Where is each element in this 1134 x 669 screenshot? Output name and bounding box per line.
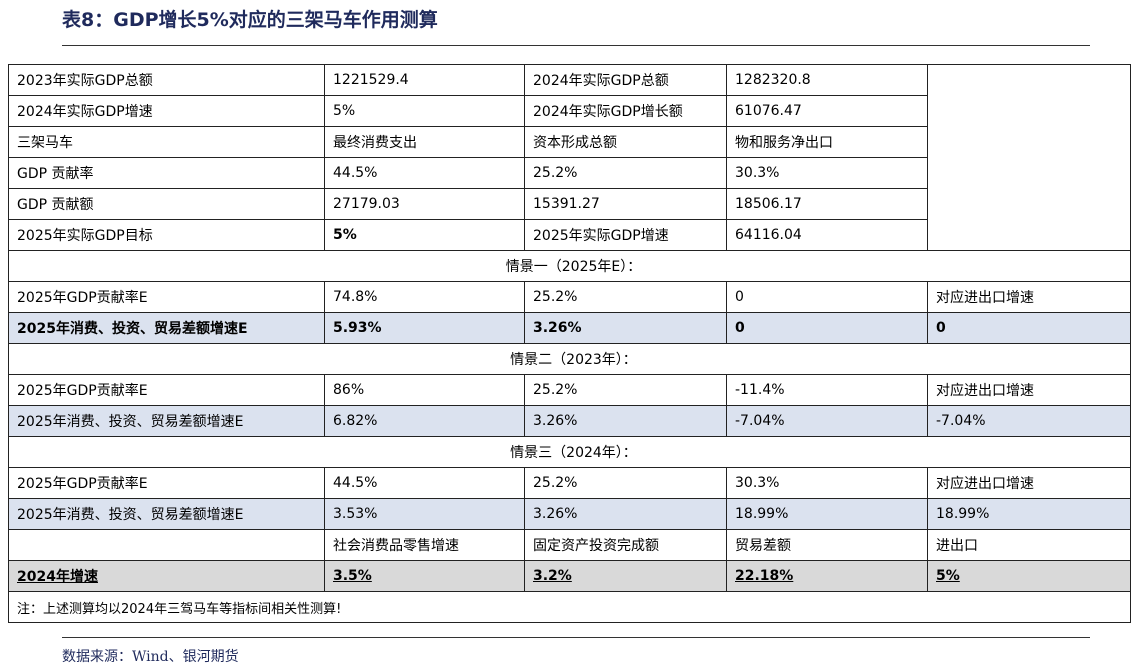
table-cell: 61076.47 xyxy=(726,95,928,127)
table-cell: 25.2% xyxy=(524,281,727,313)
table-cell: 2025年消费、投资、贸易差额增速E xyxy=(8,312,325,344)
table-cell: 2025年实际GDP目标 xyxy=(8,219,325,251)
table-cell: 25.2% xyxy=(524,374,727,406)
table-cell: 情景一（2025年E）： xyxy=(8,250,1131,282)
table-cell: 6.82% xyxy=(324,405,525,437)
table-cell: 情景二（2023年）： xyxy=(8,343,1131,375)
table-cell: 2025年实际GDP增速 xyxy=(524,219,727,251)
table-cell: 社会消费品零售增速 xyxy=(324,529,525,561)
table-cell: 贸易差额 xyxy=(726,529,928,561)
table-cell: GDP 贡献额 xyxy=(8,188,325,220)
table-row: 情景一（2025年E）： xyxy=(8,250,1131,282)
table-cell: 25.2% xyxy=(524,157,727,189)
table-row: 注：上述测算均以2024年三驾马车等指标间相关性测算! xyxy=(8,591,1131,623)
table-cell: -7.04% xyxy=(927,405,1131,437)
table-row: GDP 贡献额 27179.03 15391.27 18506.17 xyxy=(8,188,1131,220)
table-cell: 3.5% xyxy=(324,560,525,592)
table-cell: 注：上述测算均以2024年三驾马车等指标间相关性测算! xyxy=(8,591,1131,623)
table-cell: 3.26% xyxy=(524,498,727,530)
table-cell: 86% xyxy=(324,374,525,406)
table-row: 2025年消费、投资、贸易差额增速E 5.93% 3.26% 0 0 xyxy=(8,312,1131,344)
table-cell: -11.4% xyxy=(726,374,928,406)
table-cell: 3.2% xyxy=(524,560,727,592)
table-cell: 22.18% xyxy=(726,560,928,592)
table-row: 2025年GDP贡献率E 74.8% 25.2% 0 对应进出口增速 xyxy=(8,281,1131,313)
table-cell: 2024年实际GDP增速 xyxy=(8,95,325,127)
table-row: 情景二（2023年）： xyxy=(8,343,1131,375)
table-cell: 0 xyxy=(927,312,1131,344)
title-rule xyxy=(62,45,1090,46)
table-row: 2025年GDP贡献率E 44.5% 25.2% 30.3% 对应进出口增速 xyxy=(8,467,1131,499)
table-cell: 情景三（2024年）： xyxy=(8,436,1131,468)
table-cell: 44.5% xyxy=(324,467,525,499)
table-cell: 对应进出口增速 xyxy=(927,281,1131,313)
table-cell: 对应进出口增速 xyxy=(927,374,1131,406)
table-row: GDP 贡献率 44.5% 25.2% 30.3% xyxy=(8,157,1131,189)
table-cell: 18.99% xyxy=(726,498,928,530)
table-cell: 18.99% xyxy=(927,498,1131,530)
table-cell: 3.26% xyxy=(524,405,727,437)
table-cell: 2025年GDP贡献率E xyxy=(8,467,325,499)
table-row: 2023年实际GDP总额 1221529.4 2024年实际GDP总额 1282320… xyxy=(8,64,1131,251)
table-cell: 固定资产投资完成额 xyxy=(524,529,727,561)
table-cell: 18506.17 xyxy=(726,188,928,220)
table-cell: 5% xyxy=(324,95,525,127)
table-cell: 5% xyxy=(324,219,525,251)
table-cell: 27179.03 xyxy=(324,188,525,220)
table-cell: 44.5% xyxy=(324,157,525,189)
table-cell xyxy=(8,529,325,561)
table-cell: 1282320.8 xyxy=(726,64,928,96)
table-cell: 2025年消费、投资、贸易差额增速E xyxy=(8,405,325,437)
table-row: 2025年GDP贡献率E 86% 25.2% -11.4% 对应进出口增速 xyxy=(8,374,1131,406)
table-cell: 2024年实际GDP增长额 xyxy=(524,95,727,127)
table-cell: 64116.04 xyxy=(726,219,928,251)
table-cell: 对应进出口增速 xyxy=(927,467,1131,499)
table-cell xyxy=(927,64,1131,251)
source: 数据来源：Wind、银河期货 xyxy=(62,649,239,665)
table-cell: 2025年消费、投资、贸易差额增速E xyxy=(8,498,325,530)
table-cell: 3.26% xyxy=(524,312,727,344)
table: 2023年实际GDP总额 1221529.4 2024年实际GDP总额 1282320… xyxy=(8,64,1131,623)
table-row: 情景三（2024年）： xyxy=(8,436,1131,468)
table-cell: 进出口 xyxy=(927,529,1131,561)
table-row: 2025年消费、投资、贸易差额增速E 3.53% 3.26% 18.99% 18.99% xyxy=(8,498,1131,530)
table-cell: 2025年GDP贡献率E xyxy=(8,281,325,313)
table-cell: 25.2% xyxy=(524,467,727,499)
table-cell: 2024年实际GDP总额 xyxy=(524,64,727,96)
table-cell: 0 xyxy=(726,281,928,313)
table-row: 2025年实际GDP目标 5% 2025年实际GDP增速 64116.04 xyxy=(8,219,1131,251)
table-cell: 5% xyxy=(927,560,1131,592)
table-cell: 物和服务净出口 xyxy=(726,126,928,158)
table-cell: 最终消费支出 xyxy=(324,126,525,158)
table-cell: 三架马车 xyxy=(8,126,325,158)
table-cell: 5.93% xyxy=(324,312,525,344)
table-cell: GDP 贡献率 xyxy=(8,157,325,189)
table-cell: 30.3% xyxy=(726,467,928,499)
table-cell: 2023年实际GDP总额 xyxy=(8,64,325,96)
footer-rule xyxy=(62,637,1090,638)
table-cell: 0 xyxy=(726,312,928,344)
table-cell: 资本形成总额 xyxy=(524,126,727,158)
table-cell: 30.3% xyxy=(726,157,928,189)
table-cell: -7.04% xyxy=(726,405,928,437)
table-cell: 15391.27 xyxy=(524,188,727,220)
table-cell: 2024年增速 xyxy=(8,560,325,592)
table-row: 2024年实际GDP增速 5% 2024年实际GDP增长额 61076.47 xyxy=(8,95,1131,127)
table-cell: 1221529.4 xyxy=(324,64,525,96)
table-row: 2024年增速 3.5% 3.2% 22.18% 5% xyxy=(8,560,1131,592)
table-cell: 3.53% xyxy=(324,498,525,530)
table-row: 社会消费品零售增速 固定资产投资完成额 贸易差额 进出口 xyxy=(8,529,1131,561)
table-cell: 2025年GDP贡献率E xyxy=(8,374,325,406)
table-row: 三架马车 最终消费支出 资本形成总额 物和服务净出口 xyxy=(8,126,1131,158)
title: 表8：GDP增长5%对应的三架马车作用测算 xyxy=(62,9,438,31)
table-row: 2025年消费、投资、贸易差额增速E 6.82% 3.26% -7.04% -7.04% xyxy=(8,405,1131,437)
table-cell: 74.8% xyxy=(324,281,525,313)
